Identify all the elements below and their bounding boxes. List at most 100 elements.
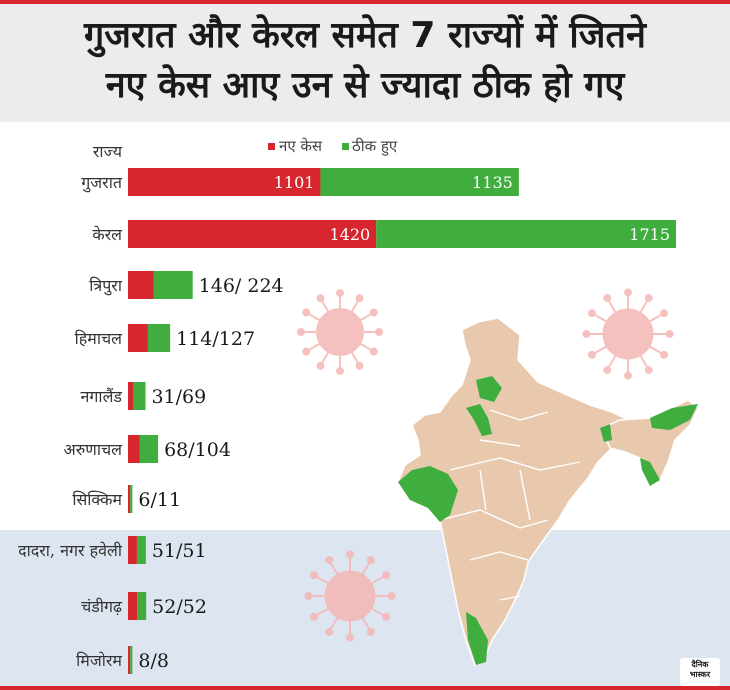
- bar-recovered: [139, 435, 159, 463]
- bar-recovered: [376, 220, 676, 248]
- data-label: 8/8: [138, 650, 169, 672]
- data-label: 52/52: [152, 596, 207, 618]
- headline-line-1: गुजरात और केरल समेत 7 राज्यों में जितने: [84, 15, 646, 56]
- bar-recovered: [137, 592, 147, 620]
- map-gujarat: [398, 466, 458, 522]
- bar-new-cases: [128, 485, 131, 513]
- virus-spike-tip: [297, 328, 305, 336]
- data-label: 68/104: [164, 439, 231, 461]
- bar-new-cases: [128, 168, 321, 196]
- virus-spike-tip: [302, 308, 311, 317]
- virus-spike-tip: [346, 550, 354, 559]
- virus-spike-tip: [587, 309, 596, 318]
- virus-spike-tip: [624, 288, 632, 297]
- headline-line-2: नए केस आए उन से ज्यादा ठीक हो गए: [105, 65, 625, 106]
- virus-icon: [297, 289, 383, 375]
- bar-new-cases: [128, 271, 154, 299]
- virus-spike-tip: [304, 592, 313, 600]
- virus-spike-tip: [366, 555, 375, 564]
- bar-new-cases: [128, 324, 148, 352]
- virus-spike-tip: [624, 371, 632, 380]
- virus-spike-tip: [382, 612, 391, 621]
- publisher-logo: दैनिक भास्कर: [680, 658, 720, 686]
- category-label: चंडीगढ़: [81, 597, 123, 616]
- virus-spike-tip: [366, 628, 375, 637]
- headline-banner: गुजरात और केरल समेत 7 राज्यों में जितने …: [0, 4, 730, 122]
- virus-spike-tip: [346, 633, 354, 642]
- bar-area: 1101 1135 1420 1715 146/ 224 114/127 31/69 68/1…: [128, 168, 676, 674]
- virus-body: [324, 570, 376, 622]
- virus-spike-tip: [336, 367, 344, 375]
- virus-spike-tip: [665, 330, 674, 338]
- virus-spike-tip: [660, 350, 669, 359]
- virus-icon: [582, 288, 674, 380]
- category-label: दादरा, नगर हवेली: [18, 541, 123, 560]
- virus-spike-tip: [309, 571, 318, 580]
- bar-new-cases: [128, 592, 138, 620]
- bar-new-cases: [128, 646, 131, 674]
- data-label: 31/69: [151, 386, 206, 408]
- bar-recovered: [320, 168, 519, 196]
- legend: नए केस ठीक हुए: [268, 137, 398, 156]
- decoration-layer: [397, 317, 699, 667]
- data-label-new-cases: 1101: [274, 173, 315, 192]
- virus-spike-tip: [302, 347, 311, 356]
- virus-spike-tip: [369, 347, 378, 356]
- virus-spike-tip: [336, 289, 344, 297]
- bar-new-cases: [128, 536, 137, 564]
- bar-recovered: [147, 324, 171, 352]
- bottom-accent-rule: [0, 686, 730, 690]
- category-label: अरुणाचल: [63, 440, 123, 459]
- virus-spike-tip: [603, 366, 612, 375]
- virus-spike-tip: [369, 308, 378, 317]
- bar-new-cases: [128, 435, 140, 463]
- virus-body: [602, 308, 654, 360]
- virus-spike-tip: [316, 361, 325, 370]
- bar-recovered: [136, 536, 146, 564]
- virus-spike-tip: [375, 328, 383, 336]
- map-himachal: [476, 376, 502, 402]
- legend-label-new: नए केस: [279, 137, 323, 155]
- map-tripura: [640, 458, 660, 486]
- data-label-recovered: 1715: [629, 225, 670, 244]
- row-header: राज्य: [93, 142, 123, 161]
- category-label: मिजोरम: [76, 651, 122, 670]
- map-internal-borders: [439, 409, 581, 601]
- data-label: 146/ 224: [199, 275, 284, 297]
- category-label: केरल: [92, 225, 123, 244]
- virus-spike-tip: [587, 350, 596, 359]
- virus-decorations: [297, 288, 674, 642]
- legend-swatch-recovered: [342, 143, 349, 150]
- data-label: 6/11: [138, 489, 181, 511]
- category-label: नगालैंड: [81, 387, 123, 406]
- virus-spike-tip: [325, 628, 334, 637]
- bar-recovered: [153, 271, 193, 299]
- category-label: गुजरात: [81, 173, 123, 193]
- logo-line-2: भास्कर: [689, 670, 711, 679]
- map-chandigarh: [466, 404, 492, 436]
- virus-spike-tip: [355, 294, 364, 303]
- virus-spike-tip: [309, 612, 318, 621]
- top-accent-rule: [0, 0, 730, 4]
- logo-line-1: दैनिक: [691, 660, 709, 669]
- bar-recovered: [130, 646, 133, 674]
- map-kerala: [466, 612, 488, 665]
- category-label: हिमाचल: [75, 329, 124, 348]
- data-label-new-cases: 1420: [329, 225, 370, 244]
- virus-spike-tip: [644, 293, 653, 302]
- category-label: सिक्किम: [72, 490, 122, 509]
- bar-new-cases: [128, 220, 377, 248]
- virus-spike-tip: [644, 366, 653, 375]
- virus-body: [316, 308, 364, 356]
- virus-spike-tip: [660, 309, 669, 318]
- virus-spike-tip: [387, 592, 396, 600]
- map-sikkim: [600, 424, 612, 442]
- virus-spike-tip: [316, 294, 325, 303]
- virus-spike-tip: [582, 330, 591, 338]
- map-mainland: [397, 317, 633, 667]
- data-label: 51/51: [152, 540, 207, 562]
- bar-new-cases: [128, 382, 134, 410]
- bar-recovered: [130, 485, 133, 513]
- data-label-recovered: 1135: [472, 173, 513, 192]
